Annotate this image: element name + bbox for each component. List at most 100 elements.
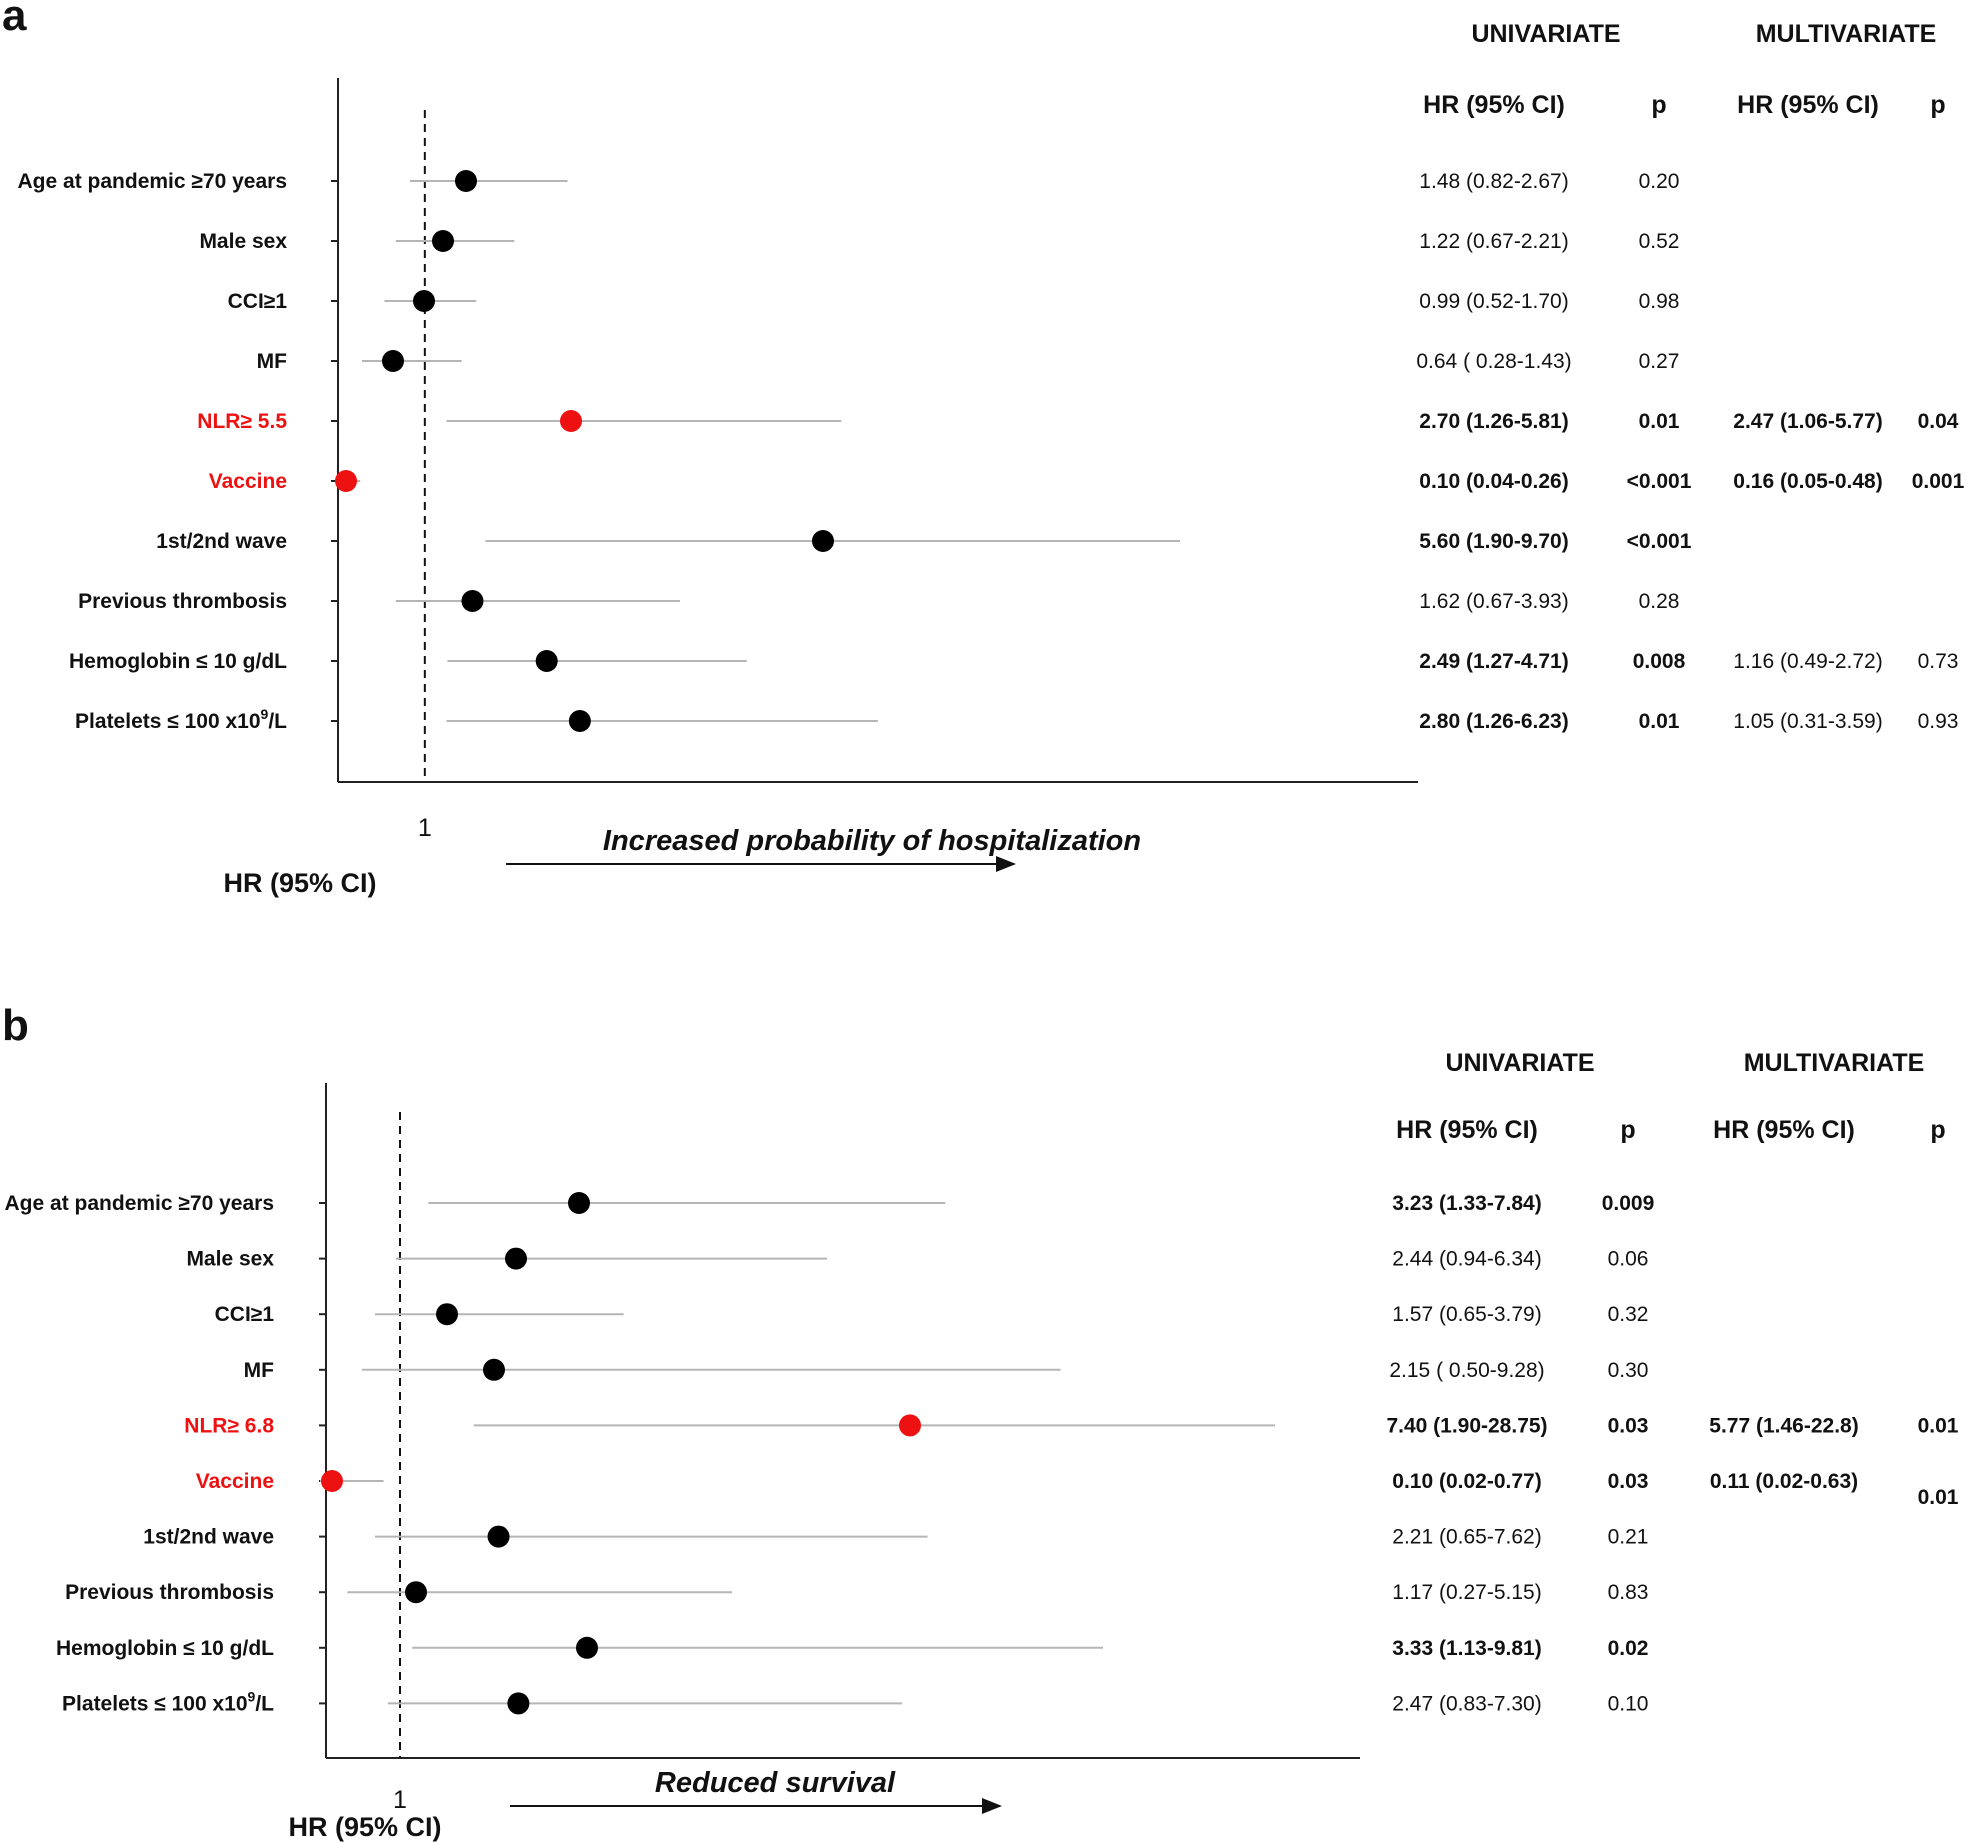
hr-point [461,590,484,612]
row-label: Vaccine [196,1470,274,1493]
uni-hr-value: 0.64 ( 0.28-1.43) [1416,350,1571,373]
univariate-header: UNIVARIATE [1445,1049,1594,1077]
superscript: 9 [261,706,269,722]
row-label: Platelets ≤ 100 x109/L [62,1688,274,1715]
panel-b: b UNIVARIATE MULTIVARIATE HR (95% CI) p HR (9… [2,1001,1959,1842]
univariate-header: UNIVARIATE [1471,20,1620,48]
uni-hr-value: 2.49 (1.27-4.71) [1419,650,1568,673]
uni-p-value: 0.01 [1639,710,1680,733]
row-label: MF [257,350,287,373]
uni-p-value: 0.03 [1608,1470,1649,1493]
uni-p-value: 0.98 [1639,290,1680,313]
uni-p-header: p [1620,1116,1635,1144]
multi-p-value: 0.001 [1912,470,1965,493]
uni-hr-value: 0.10 (0.02-0.77) [1392,1470,1541,1493]
multi-hr-value: 1.05 (0.31-3.59) [1733,710,1882,733]
multi-p-header: p [1930,91,1945,119]
multi-hr-value: 1.16 (0.49-2.72) [1733,650,1882,673]
uni-hr-value: 0.99 (0.52-1.70) [1419,290,1568,313]
x-axis-title: HR (95% CI) [288,1812,441,1842]
uni-p-value: 0.32 [1608,1303,1649,1326]
uni-hr-value: 1.17 (0.27-5.15) [1392,1581,1541,1604]
panel-a: a UNIVARIATE MULTIVARIATE HR (95% CI) p HR (9… [2,0,1965,898]
hr-point [812,530,834,552]
hr-point [483,1358,505,1381]
uni-hr-value: 5.60 (1.90-9.70) [1419,530,1568,553]
hr-point [535,650,558,672]
uni-hr-header: HR (95% CI) [1396,1116,1538,1144]
multivariate-header: MULTIVARIATE [1744,1049,1925,1077]
row-label: CCI≥1 [228,290,288,313]
uni-p-value: 0.30 [1608,1359,1649,1382]
arrow-label: Reduced survival [655,1767,896,1799]
hr-point [335,470,357,492]
row-label: Previous thrombosis [65,1581,274,1604]
row-label: Age at pandemic ≥70 years [18,170,287,193]
uni-p-header: p [1651,91,1666,119]
multi-p-value: 0.93 [1918,710,1959,733]
uni-p-value: 0.52 [1639,230,1680,253]
uni-p-value: 0.03 [1608,1414,1649,1437]
uni-p-value: 0.009 [1602,1192,1655,1215]
row-label: CCI≥1 [215,1303,275,1326]
multi-p-value: 0.01 [1918,1414,1959,1437]
uni-hr-value: 1.22 (0.67-2.21) [1419,230,1568,253]
hr-point [899,1414,921,1437]
hr-point [455,170,477,192]
uni-p-value: 0.28 [1639,590,1680,613]
uni-hr-header: HR (95% CI) [1423,91,1565,119]
row-label: MF [244,1359,274,1382]
arrow-label: Increased probability of hospitalization [603,825,1141,857]
hr-point [560,410,582,432]
multi-p-value: 0.04 [1918,410,1959,433]
hr-point [436,1303,458,1326]
uni-hr-value: 2.21 (0.65-7.62) [1392,1526,1541,1549]
uni-p-value: 0.01 [1639,410,1680,433]
row-label: NLR≥ 6.8 [184,1414,274,1437]
uni-hr-value: 3.33 (1.13-9.81) [1392,1637,1541,1660]
uni-p-value: 0.02 [1608,1637,1649,1660]
hr-point [382,350,404,372]
multi-p-value: 0.73 [1918,650,1959,673]
hr-point [405,1581,427,1604]
multi-hr-value: 5.77 (1.46-22.8) [1709,1414,1858,1437]
row-label: Male sex [199,230,287,253]
row-label: Hemoglobin ≤ 10 g/dL [69,650,287,673]
hr-point [432,230,454,252]
hr-point [487,1525,510,1548]
multivariate-header: MULTIVARIATE [1756,20,1937,48]
panel-letter: a [2,0,27,40]
row-label: Previous thrombosis [78,590,287,613]
uni-p-value: 0.21 [1608,1526,1649,1549]
row-label: Male sex [186,1248,274,1271]
hr-point [507,1692,530,1715]
hr-point [568,710,591,732]
uni-hr-value: 2.15 ( 0.50-9.28) [1389,1359,1544,1382]
multi-hr-value: 0.11 (0.02-0.63) [1710,1470,1858,1493]
uni-hr-value: 0.10 (0.04-0.26) [1419,470,1568,493]
row-label: Platelets ≤ 100 x109/L [75,706,287,733]
uni-hr-value: 2.44 (0.94-6.34) [1392,1248,1541,1271]
uni-hr-value: 1.48 (0.82-2.67) [1419,170,1568,193]
row-label: NLR≥ 5.5 [197,410,287,433]
multi-hr-value: 0.16 (0.05-0.48) [1733,470,1882,493]
uni-hr-value: 1.57 (0.65-3.79) [1392,1303,1541,1326]
hr-point [321,1470,343,1492]
uni-p-value: <0.001 [1627,530,1692,553]
panel-letter: b [2,1001,29,1050]
uni-hr-value: 1.62 (0.67-3.93) [1419,590,1568,613]
multi-hr-value: 2.47 (1.06-5.77) [1733,410,1882,433]
hr-point [505,1247,527,1270]
multi-p-value: 0.01 [1918,1486,1959,1509]
row-label: 1st/2nd wave [143,1526,274,1549]
row-label: Vaccine [209,470,287,493]
uni-p-value: 0.10 [1608,1692,1649,1715]
x-axis-title: HR (95% CI) [223,868,376,898]
uni-p-value: 0.008 [1633,650,1686,673]
uni-p-value: 0.27 [1639,350,1680,373]
superscript: 9 [248,1688,256,1704]
row-label: 1st/2nd wave [156,530,287,553]
uni-hr-value: 7.40 (1.90-28.75) [1386,1414,1547,1437]
x-tick-label: 1 [393,1786,407,1814]
